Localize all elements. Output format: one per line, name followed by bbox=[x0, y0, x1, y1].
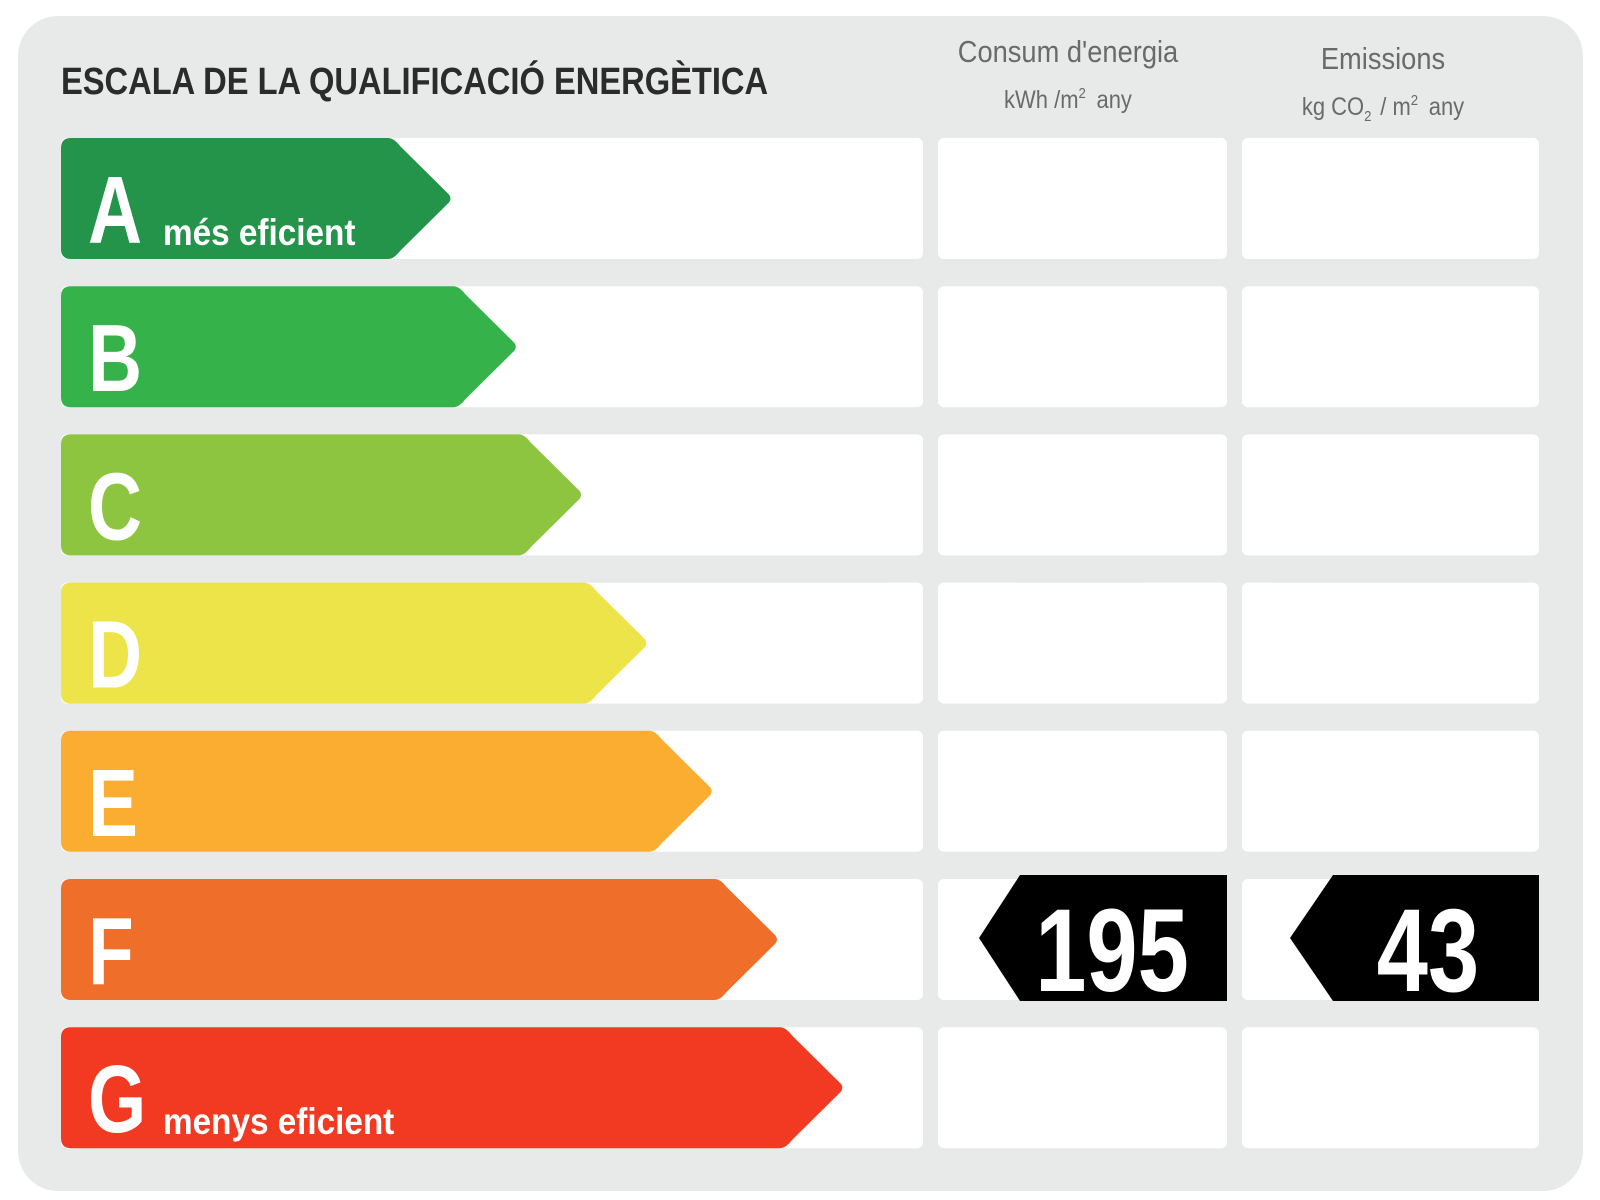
emissions-cell bbox=[1242, 582, 1539, 704]
rating-letter: E bbox=[88, 750, 138, 857]
unit-part: kg CO bbox=[1302, 93, 1364, 121]
rating-arrow bbox=[61, 1027, 843, 1149]
emissions-cell bbox=[1242, 286, 1539, 408]
rating-letter: G bbox=[88, 1046, 146, 1153]
emissions-cell bbox=[1242, 1027, 1539, 1149]
unit-part: any bbox=[1096, 86, 1132, 114]
consumption-cell bbox=[938, 434, 1227, 556]
rating-arrow bbox=[61, 879, 777, 1000]
consumption-tag bbox=[979, 875, 1227, 1001]
consumption-cell bbox=[938, 138, 1227, 259]
consumption-title: Consum d'energia bbox=[958, 35, 1179, 69]
rating-label: menys eficient bbox=[163, 1102, 395, 1143]
unit-sub: 2 bbox=[1364, 107, 1371, 124]
unit-sup: 2 bbox=[1079, 84, 1086, 101]
consumption-value: 195 bbox=[1035, 885, 1189, 1017]
unit-part: kWh /m bbox=[1004, 86, 1079, 114]
rating-label: més eficient bbox=[163, 212, 356, 253]
consumption-cell bbox=[938, 730, 1227, 852]
consumption-cell bbox=[938, 582, 1227, 704]
rating-letter: F bbox=[88, 898, 134, 1005]
emissions-cell bbox=[1242, 138, 1539, 259]
rating-letter: B bbox=[88, 305, 142, 412]
consumption-unit: kWh /m2 any bbox=[1004, 84, 1132, 113]
rating-arrow bbox=[61, 286, 516, 408]
rating-arrow bbox=[61, 730, 712, 852]
unit-sup: 2 bbox=[1411, 91, 1418, 108]
emissions-value: 43 bbox=[1377, 885, 1479, 1017]
title: ESCALA DE LA QUALIFICACIÓ ENERGÈTICA bbox=[61, 60, 768, 103]
unit-part: / m bbox=[1380, 93, 1411, 121]
emissions-cell bbox=[1242, 730, 1539, 852]
emissions-title: Emissions bbox=[1321, 42, 1445, 76]
rating-letter: A bbox=[88, 157, 142, 264]
emissions-cell bbox=[1242, 434, 1539, 556]
rating-letter: D bbox=[88, 602, 142, 709]
emissions-unit: kg CO2/ m2 any bbox=[1302, 91, 1465, 124]
rating-arrow bbox=[61, 138, 451, 259]
unit-part: any bbox=[1429, 93, 1465, 121]
rating-arrow bbox=[61, 582, 647, 704]
consumption-cell bbox=[938, 286, 1227, 408]
rating-arrow bbox=[61, 434, 582, 556]
rating-letter: C bbox=[88, 454, 142, 561]
emissions-tag bbox=[1290, 875, 1539, 1001]
consumption-cell bbox=[938, 1027, 1227, 1149]
